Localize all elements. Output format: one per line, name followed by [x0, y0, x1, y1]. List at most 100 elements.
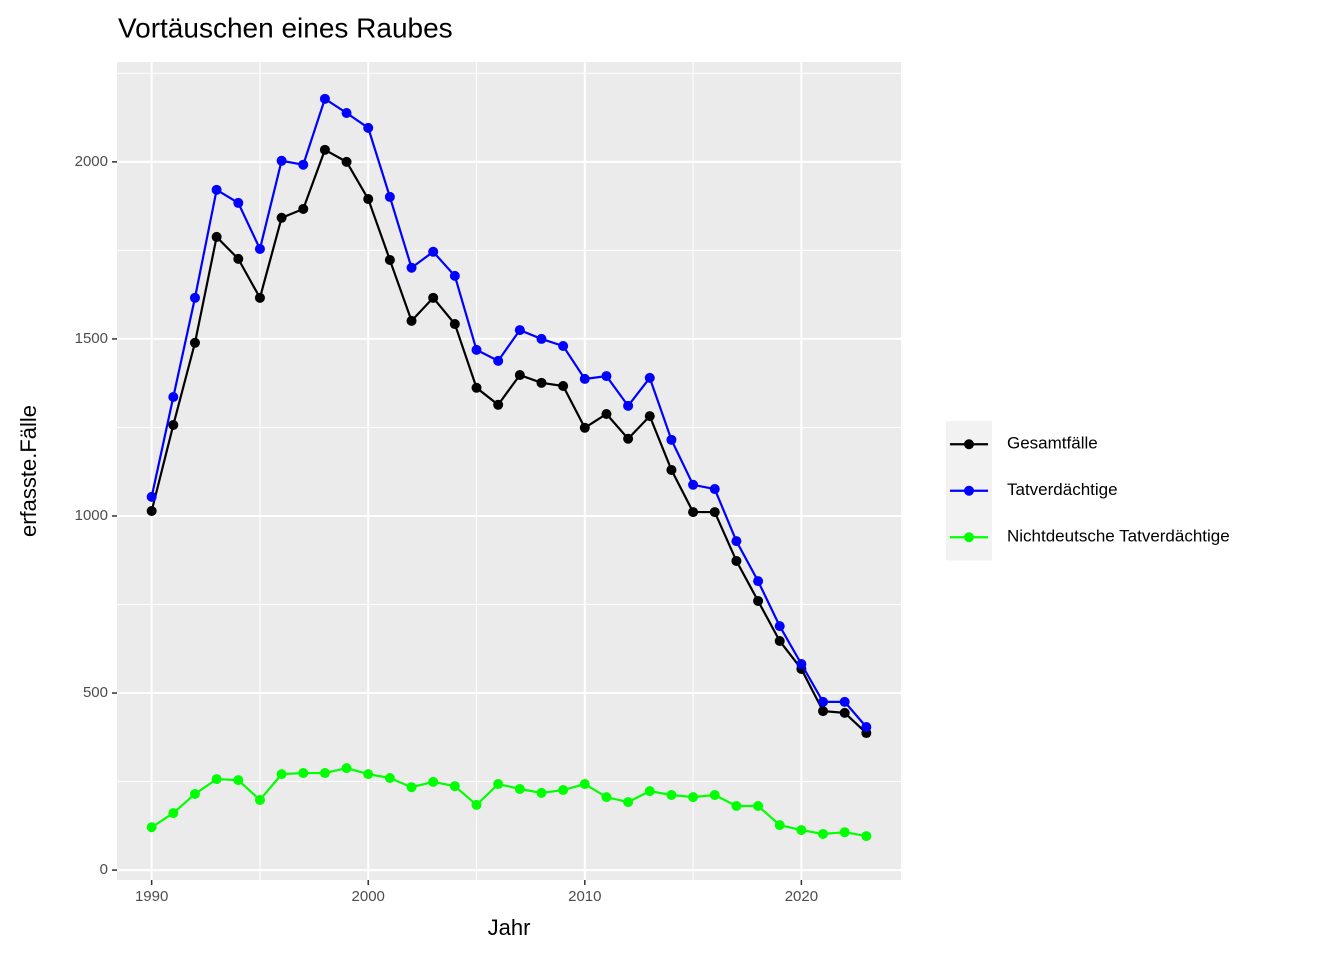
point: [731, 555, 742, 566]
point: [579, 373, 590, 384]
point: [536, 787, 547, 798]
point: [731, 536, 742, 547]
point: [428, 246, 439, 257]
point: [774, 820, 785, 831]
point: [514, 783, 525, 794]
point: [341, 107, 352, 118]
point: [688, 507, 699, 518]
axes: 0 500 1000 1500 2000 1990 2000 2010 2020: [75, 153, 818, 905]
x-tick-label: 2010: [568, 888, 601, 905]
point: [406, 315, 417, 326]
point: [471, 344, 482, 355]
point: [341, 156, 352, 167]
point: [839, 827, 850, 838]
point: [579, 779, 590, 790]
point: [753, 576, 764, 587]
point: [341, 763, 352, 774]
point: [688, 792, 699, 803]
point: [363, 194, 374, 205]
point: [666, 790, 677, 801]
series-line: [150, 97, 868, 728]
panel: [117, 62, 901, 880]
point: [514, 370, 525, 381]
point: [384, 254, 395, 265]
point: [774, 635, 785, 646]
x-tick-label: 2020: [785, 888, 818, 905]
point: [601, 792, 612, 803]
point: [384, 191, 395, 202]
legend: Gesamtfälle Tatverdächtige Nichtdeutsche T…: [946, 421, 1230, 561]
point: [753, 595, 764, 606]
point: [276, 212, 287, 223]
point: [471, 382, 482, 393]
point: [211, 774, 222, 785]
point: [211, 231, 222, 242]
point: [818, 696, 829, 707]
series-line: [151, 766, 867, 838]
point: [254, 243, 265, 254]
point: [428, 776, 439, 787]
series-line: [150, 148, 868, 734]
y-tick-label: 500: [83, 684, 108, 701]
point: [233, 253, 244, 264]
point: [406, 782, 417, 793]
point: [168, 419, 179, 430]
point: [839, 696, 850, 707]
point: [536, 333, 547, 344]
legend-label: Tatverdächtige: [1007, 480, 1118, 499]
point: [709, 507, 720, 518]
point: [666, 464, 677, 475]
point: [254, 292, 265, 303]
point: [709, 790, 720, 801]
point: [536, 377, 547, 388]
point: [796, 658, 807, 669]
point: [493, 355, 504, 366]
x-tick-label: 2000: [352, 888, 385, 905]
point: [298, 159, 309, 170]
point: [298, 768, 309, 779]
point: [601, 371, 612, 382]
legend-key-point: [964, 485, 974, 496]
x-axis-label: Jahr: [488, 915, 531, 940]
point: [753, 800, 764, 811]
point: [601, 408, 612, 419]
y-tick-label: 0: [100, 861, 108, 878]
point: [731, 800, 742, 811]
point: [233, 197, 244, 208]
point: [298, 203, 309, 214]
point: [276, 769, 287, 780]
point: [818, 828, 829, 839]
point: [623, 797, 634, 808]
point: [146, 491, 157, 502]
point: [774, 621, 785, 632]
point: [818, 706, 829, 717]
point: [623, 433, 634, 444]
point: [363, 769, 374, 780]
point: [688, 479, 699, 490]
point: [319, 768, 330, 779]
point: [428, 292, 439, 303]
point: [623, 400, 634, 411]
y-axis-label: erfasste.Fälle: [16, 405, 41, 537]
legend-key-point: [964, 532, 974, 543]
point: [189, 292, 200, 303]
point: [558, 785, 569, 796]
point: [709, 484, 720, 495]
point: [644, 786, 655, 797]
point: [644, 411, 655, 422]
legend-label: Gesamtfälle: [1007, 434, 1098, 453]
point: [168, 808, 179, 819]
lines: [146, 93, 872, 842]
legend-label: Nichtdeutsche Tatverdächtige: [1007, 527, 1230, 546]
point: [319, 144, 330, 155]
point: [168, 391, 179, 402]
point: [449, 270, 460, 281]
point: [406, 262, 417, 273]
point: [146, 822, 157, 833]
point: [276, 155, 287, 166]
point: [514, 325, 525, 336]
point: [558, 381, 569, 392]
point: [384, 773, 395, 784]
point: [254, 794, 265, 805]
